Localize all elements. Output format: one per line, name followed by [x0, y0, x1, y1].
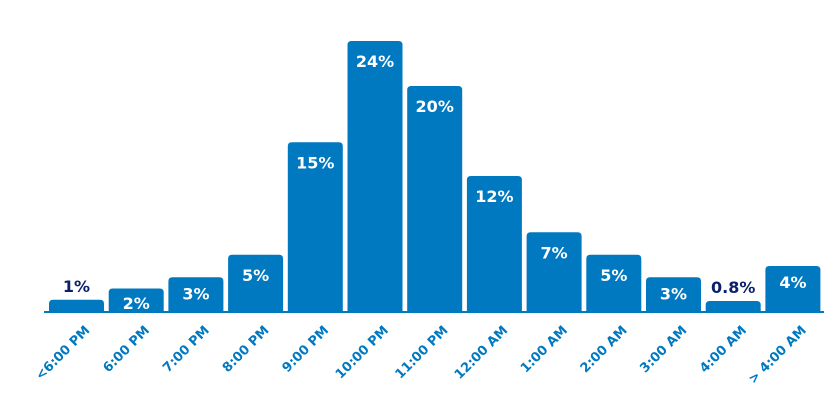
value-label-10: 3%: [660, 284, 687, 303]
bar-9: [586, 254, 642, 311]
bar-5: [347, 41, 403, 311]
bar-6: [407, 86, 463, 311]
x-tick-label-4: 9:00 PM: [280, 323, 333, 376]
x-tick-label-11: 4:00 AM: [697, 323, 750, 376]
value-label-4: 15%: [296, 153, 334, 172]
bars-group: 1% 2% 3% 5% 15% 24% 20% 12% 7% 5% 3% 0.8% 4%: [49, 41, 821, 313]
bar-12: [765, 266, 821, 311]
bar-7: [466, 176, 522, 311]
x-tick-label-7: 12:00 AM: [452, 323, 511, 382]
bar-11: [705, 301, 761, 311]
value-label-12: 4%: [779, 273, 806, 292]
x-tick-label-6: 11:00 PM: [393, 323, 452, 382]
value-label-5: 24%: [356, 52, 394, 71]
bar-3: [228, 254, 284, 311]
bar-10: [646, 277, 701, 311]
x-tick-label-5: 10:00 PM: [333, 323, 392, 382]
value-label-7: 12%: [475, 187, 513, 206]
value-label-0: 1%: [63, 277, 90, 296]
bar-1: [108, 288, 164, 311]
x-tick-label-9: 2:00 AM: [578, 323, 631, 376]
bar-0: [49, 299, 104, 311]
x-tick-label-3: 8:00 PM: [220, 323, 273, 376]
value-label-8: 7%: [541, 243, 568, 262]
value-label-9: 5%: [600, 266, 627, 285]
value-label-6: 20%: [416, 97, 454, 116]
bar-4: [287, 142, 343, 311]
value-label-3: 5%: [242, 266, 269, 285]
x-tick-label-2: 7:00 PM: [160, 323, 213, 376]
value-label-11: 0.8%: [711, 278, 755, 297]
x-tick-labels: <6:00 PM 6:00 PM 7:00 PM 8:00 PM 9:00 PM 10:0…: [33, 323, 810, 387]
bar-8: [526, 232, 582, 311]
value-label-2: 3%: [182, 284, 209, 303]
bar-2: [168, 277, 224, 311]
x-tick-label-0: <6:00 PM: [33, 323, 93, 383]
x-tick-label-8: 1:00 AM: [518, 323, 571, 376]
x-tick-label-12: > 4:00 AM: [746, 323, 810, 387]
value-label-1: 2%: [123, 294, 150, 313]
x-tick-label-1: 6:00 PM: [100, 323, 153, 376]
x-tick-label-10: 3:00 AM: [637, 323, 690, 376]
